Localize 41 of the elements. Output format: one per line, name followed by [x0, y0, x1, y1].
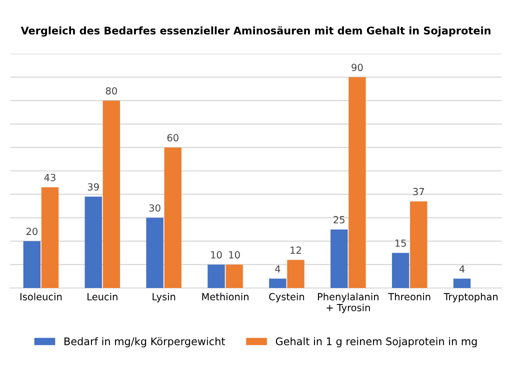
data-label: 80 — [106, 87, 117, 95]
data-label: 43 — [44, 174, 56, 182]
x-tick-label: Methionin — [202, 292, 248, 300]
bar — [287, 260, 304, 288]
bar — [348, 77, 366, 288]
data-label: 4 — [459, 265, 465, 272]
bar — [226, 264, 243, 288]
legend-label: Gehalt in 1 g reinem Sojaprotein in mg — [276, 337, 477, 348]
data-label: 60 — [167, 134, 178, 142]
bar — [41, 187, 59, 288]
bar — [84, 196, 102, 288]
x-tick-label: Leucin — [88, 292, 118, 300]
data-label: 10 — [211, 251, 222, 259]
x-tick-label: Isoleucin — [20, 292, 62, 300]
bar — [410, 201, 428, 288]
data-label: 25 — [334, 216, 344, 224]
bar — [164, 147, 182, 288]
x-tick-label: Cystein — [269, 292, 304, 302]
x-tick-label: Tryptophan — [444, 292, 498, 302]
bar — [330, 229, 348, 288]
data-label: 37 — [413, 188, 424, 196]
legend-label: Bedarf in mg/kg Körpergewicht — [64, 337, 226, 348]
data-label: 12 — [290, 246, 301, 254]
data-label: 15 — [395, 240, 406, 247]
bar — [453, 278, 471, 288]
data-label: 30 — [149, 204, 160, 212]
data-label: 10 — [229, 251, 240, 259]
bar — [102, 100, 120, 288]
chart-title: Vergleich des Bedarfes essenzieller Aminosäuren mit dem Gehalt in Sojaprotein — [20, 26, 490, 37]
data-label: 4 — [275, 265, 280, 272]
bar — [269, 278, 286, 288]
bar — [146, 218, 164, 288]
data-label: 20 — [26, 228, 38, 236]
bar — [23, 241, 41, 288]
bar — [208, 264, 225, 288]
x-tick-label: Threonin — [388, 292, 430, 300]
bar — [392, 252, 410, 288]
x-tick-label: Lysin — [152, 292, 176, 302]
data-label: 90 — [352, 64, 363, 72]
x-tick-label: Phenylalanin + Tyrosin — [318, 292, 378, 314]
data-label: 39 — [88, 183, 99, 191]
